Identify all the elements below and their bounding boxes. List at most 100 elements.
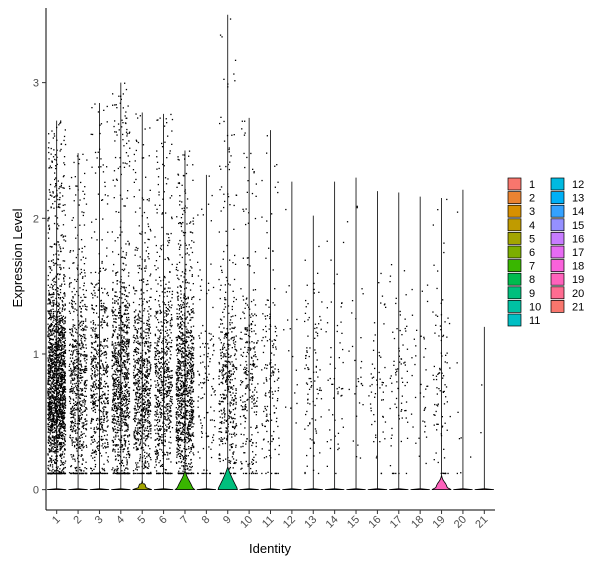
cell-point [115,405,117,407]
cell-point [143,387,146,390]
cell-point [143,364,145,366]
cell-point [61,411,63,414]
cell-point [138,444,140,446]
cell-point [98,472,100,475]
cell-point [114,357,116,359]
cell-point [58,436,61,438]
cell-point [162,442,164,444]
cell-point [143,392,145,394]
cell-point [128,387,131,389]
cell-point [56,312,58,314]
cell-point [119,344,121,346]
cell-point [157,119,159,121]
cell-point [116,409,118,411]
cell-point [146,425,149,428]
cell-point [62,464,65,466]
cell-point [149,368,151,370]
cell-point [92,384,95,386]
cell-point [136,433,139,436]
cell-point [134,171,137,174]
cell-point [54,407,56,409]
cell-point [112,289,114,291]
cell-point [115,368,117,371]
cell-point [77,365,79,367]
cell-point [48,421,51,424]
cell-point [127,312,130,315]
cell-point [160,416,162,419]
cell-point [91,342,93,344]
cell-point [54,318,57,320]
cell-point [103,410,105,412]
cell-point [115,326,117,328]
cell-point [123,294,126,296]
cell-point [59,322,61,324]
cell-point [147,256,149,258]
cell-point [125,254,127,256]
cell-point [64,129,66,131]
cell-point [50,416,52,418]
cell-point [51,390,54,393]
cell-point [121,415,123,417]
cell-point [76,444,78,446]
cell-point [72,455,75,457]
cell-point [62,360,64,363]
cell-point [54,367,56,369]
cell-point [68,284,71,286]
cell-point [126,385,128,387]
cell-point [81,376,83,378]
cell-point [51,130,53,132]
cell-point [51,412,53,414]
cell-point [121,330,123,332]
cell-point [52,308,54,310]
cell-point [96,446,98,448]
cell-point [49,408,51,410]
cell-point [122,293,124,295]
cell-point [93,403,95,406]
cell-point [134,435,136,438]
cell-point [112,401,114,403]
cell-point [133,354,135,357]
cell-point [119,387,121,389]
cell-point [121,126,123,128]
cell-point [60,448,62,450]
cell-point [116,445,118,447]
cell-point [58,381,60,383]
cell-point [72,297,74,299]
cell-point [64,398,66,400]
cell-point [123,336,125,338]
cell-point [61,417,63,419]
cell-point [135,328,137,331]
cell-point [48,426,51,428]
cell-point [147,436,149,438]
cell-point [73,379,75,381]
cell-point [58,205,60,207]
cell-point [127,105,129,107]
cell-point [69,188,71,190]
cell-point [48,336,50,338]
cell-point [83,383,86,385]
cell-point [136,374,138,376]
cell-point [59,122,61,124]
cell-point [56,330,58,333]
cell-point [124,289,126,291]
cell-point [64,317,66,319]
cell-point [49,326,51,328]
cell-point [62,381,64,383]
cell-point [59,291,62,294]
cell-point [90,272,92,274]
cell-point [85,395,87,397]
cell-point [126,453,128,456]
cell-point [63,387,65,389]
cell-point [169,271,171,273]
cell-point [58,346,61,348]
cell-point [91,370,93,372]
cell-point [51,305,53,307]
cell-point [48,419,50,421]
cell-point [142,409,145,412]
cell-point [114,385,117,387]
cell-point [121,370,123,372]
cell-point [104,445,106,448]
cell-point [127,155,129,157]
cell-point [71,345,73,347]
cell-point [146,413,149,415]
